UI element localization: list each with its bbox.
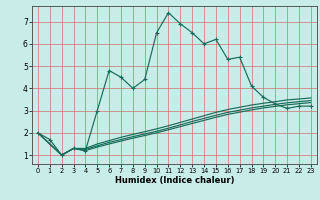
X-axis label: Humidex (Indice chaleur): Humidex (Indice chaleur) — [115, 176, 234, 185]
